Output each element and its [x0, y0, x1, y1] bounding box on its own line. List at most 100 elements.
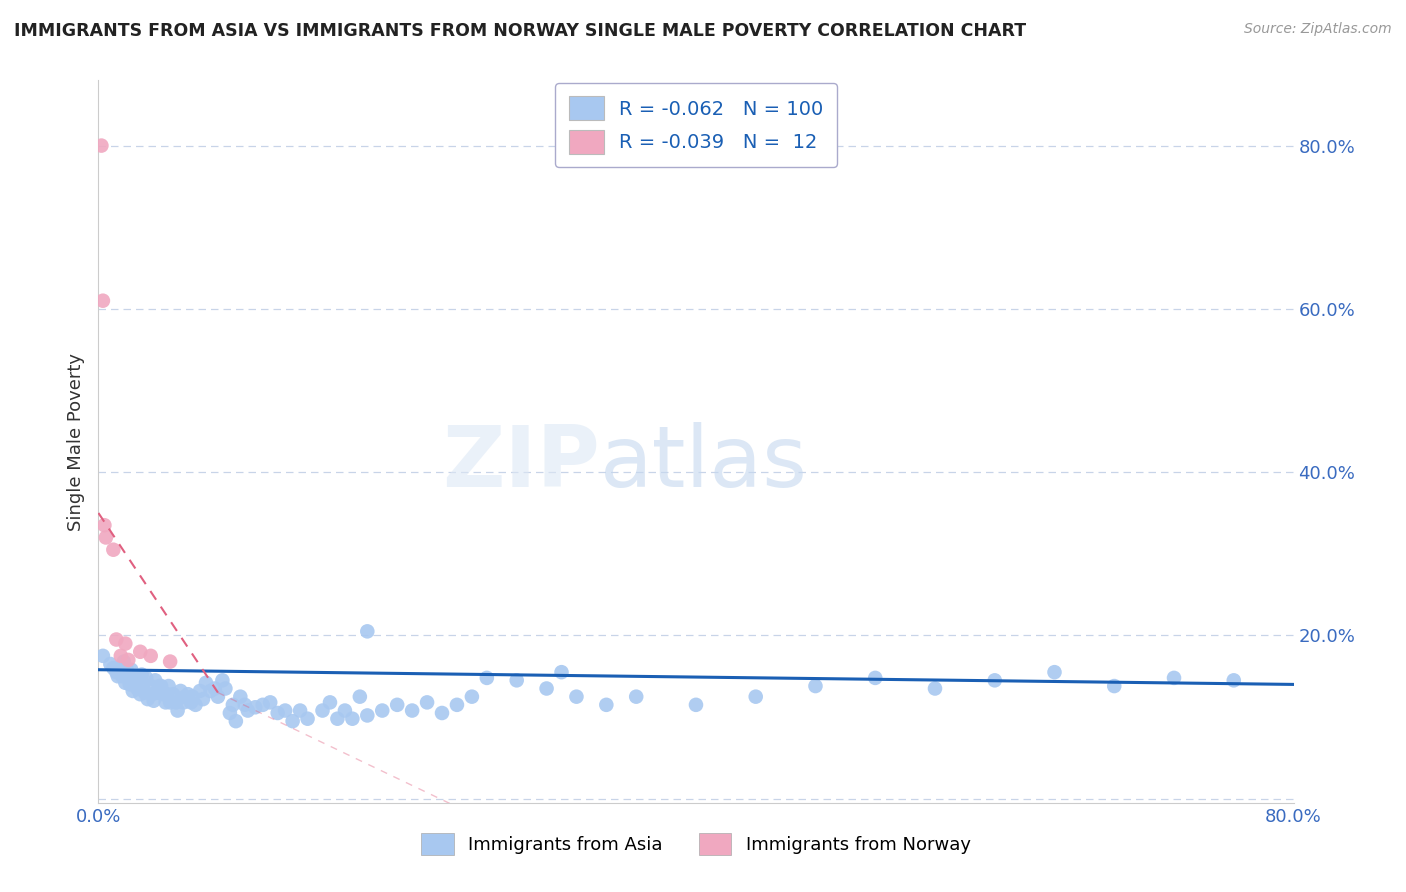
Point: [229, 690, 252, 704]
Point: [214, 681, 236, 696]
Point: [288, 704, 311, 718]
Point: [139, 679, 162, 693]
Point: [550, 665, 572, 680]
Point: [685, 698, 707, 712]
Point: [745, 690, 768, 704]
Point: [297, 712, 319, 726]
Point: [166, 704, 188, 718]
Point: [475, 671, 498, 685]
Point: [142, 694, 165, 708]
Point: [311, 704, 333, 718]
Point: [93, 518, 115, 533]
Point: [177, 687, 200, 701]
Point: [91, 293, 114, 308]
Point: [131, 667, 153, 681]
Point: [1223, 673, 1246, 688]
Text: IMMIGRANTS FROM ASIA VS IMMIGRANTS FROM NORWAY SINGLE MALE POVERTY CORRELATION C: IMMIGRANTS FROM ASIA VS IMMIGRANTS FROM …: [14, 22, 1026, 40]
Point: [125, 675, 148, 690]
Point: [149, 679, 172, 693]
Point: [115, 663, 138, 677]
Legend: Immigrants from Asia, Immigrants from Norway: Immigrants from Asia, Immigrants from No…: [413, 826, 979, 863]
Point: [200, 684, 222, 698]
Point: [156, 687, 179, 701]
Point: [267, 706, 290, 720]
Point: [565, 690, 588, 704]
Point: [90, 138, 112, 153]
Point: [281, 714, 304, 728]
Point: [132, 677, 155, 691]
Point: [349, 690, 371, 704]
Point: [356, 708, 378, 723]
Point: [103, 542, 125, 557]
Point: [188, 684, 211, 698]
Point: [139, 648, 162, 663]
Point: [155, 695, 177, 709]
Point: [159, 695, 181, 709]
Point: [236, 704, 259, 718]
Point: [180, 695, 202, 709]
Point: [98, 657, 122, 671]
Point: [245, 700, 267, 714]
Point: [461, 690, 484, 704]
Point: [204, 681, 226, 696]
Point: [169, 684, 191, 698]
Point: [111, 669, 134, 683]
Point: [114, 675, 136, 690]
Point: [103, 661, 125, 675]
Point: [165, 695, 187, 709]
Point: [385, 698, 409, 712]
Point: [114, 637, 136, 651]
Point: [127, 681, 149, 696]
Point: [1104, 679, 1126, 693]
Point: [112, 655, 135, 669]
Point: [117, 671, 139, 685]
Point: [984, 673, 1007, 688]
Point: [129, 687, 152, 701]
Point: [124, 669, 146, 683]
Point: [506, 673, 529, 688]
Point: [184, 698, 207, 712]
Point: [446, 698, 468, 712]
Point: [105, 665, 128, 680]
Point: [1163, 671, 1185, 685]
Point: [626, 690, 648, 704]
Point: [195, 675, 218, 690]
Point: [924, 681, 946, 696]
Point: [219, 706, 242, 720]
Point: [274, 704, 297, 718]
Point: [91, 648, 114, 663]
Point: [110, 661, 132, 675]
Point: [222, 698, 245, 712]
Point: [141, 687, 163, 701]
Point: [162, 687, 184, 701]
Point: [233, 698, 256, 712]
Point: [326, 712, 349, 726]
Point: [225, 714, 247, 728]
Point: [159, 655, 181, 669]
Point: [371, 704, 394, 718]
Point: [152, 687, 174, 701]
Point: [342, 712, 364, 726]
Point: [865, 671, 887, 685]
Point: [117, 653, 139, 667]
Point: [107, 669, 129, 683]
Point: [94, 531, 117, 545]
Text: ZIP: ZIP: [443, 422, 600, 505]
Point: [401, 704, 423, 718]
Text: atlas: atlas: [600, 422, 808, 505]
Point: [148, 685, 170, 699]
Text: Source: ZipAtlas.com: Source: ZipAtlas.com: [1244, 22, 1392, 37]
Point: [1043, 665, 1066, 680]
Point: [105, 632, 128, 647]
Point: [416, 695, 439, 709]
Point: [207, 690, 229, 704]
Point: [211, 673, 233, 688]
Point: [259, 695, 281, 709]
Point: [135, 671, 157, 685]
Y-axis label: Single Male Poverty: Single Male Poverty: [66, 352, 84, 531]
Point: [319, 695, 342, 709]
Point: [252, 698, 274, 712]
Point: [129, 645, 152, 659]
Point: [157, 679, 180, 693]
Point: [110, 648, 132, 663]
